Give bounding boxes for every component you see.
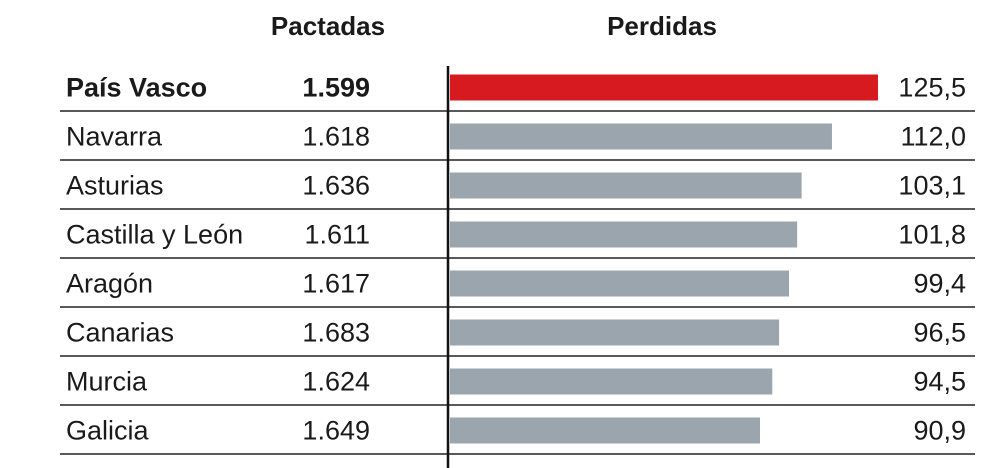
table-row: Castilla y León 1.611 101,8 [60,220,975,259]
pactadas-value: 1.599 [302,73,370,103]
perdidas-bar [450,123,832,150]
region-label: Murcia [66,367,148,397]
perdidas-value-label: 101,8 [898,220,966,250]
region-label: Navarra [66,122,163,152]
region-label: Canarias [66,318,174,348]
perdidas-bar [450,221,798,248]
header-perdidas: Perdidas [607,11,717,41]
table-row: País Vasco 1.599 125,5 [60,73,975,112]
region-label: País Vasco [66,73,207,103]
table-row: Navarra 1.618 112,0 [60,122,975,161]
pactadas-value: 1.611 [304,220,370,250]
perdidas-value-label: 103,1 [898,171,966,201]
table-row: Asturias 1.636 103,1 [60,171,975,210]
region-label: Castilla y León [66,220,243,250]
chart-rows: País Vasco 1.599 125,5 Navarra 1.618 112,0 Ast… [60,73,975,455]
perdidas-bar [450,74,878,101]
perdidas-bar [450,417,761,444]
perdidas-value-label: 90,9 [913,416,966,446]
pactadas-value: 1.683 [302,318,370,348]
perdidas-value-label: 96,5 [913,318,966,348]
table-row: Aragón 1.617 99,4 [60,269,975,308]
region-label: Galicia [66,416,150,446]
pactadas-value: 1.649 [302,416,370,446]
perdidas-value-label: 94,5 [913,367,966,397]
perdidas-value-label: 112,0 [900,122,966,152]
pactadas-value: 1.636 [302,171,370,201]
pactadas-value: 1.624 [302,367,370,397]
region-label: Asturias [66,171,164,201]
table-row: Murcia 1.624 94,5 [60,367,975,406]
table-row: Canarias 1.683 96,5 [60,318,975,357]
perdidas-bar [450,270,789,297]
perdidas-bar [450,368,773,395]
pactadas-value: 1.618 [302,122,370,152]
perdidas-bar [450,172,802,199]
pactadas-value: 1.617 [302,269,370,299]
table-row: Galicia 1.649 90,9 [60,416,975,455]
region-label: Aragón [66,269,153,299]
perdidas-value-label: 99,4 [913,269,966,299]
perdidas-bar [450,319,780,346]
header-pactadas: Pactadas [271,11,385,41]
perdidas-value-label: 125,5 [898,73,966,103]
